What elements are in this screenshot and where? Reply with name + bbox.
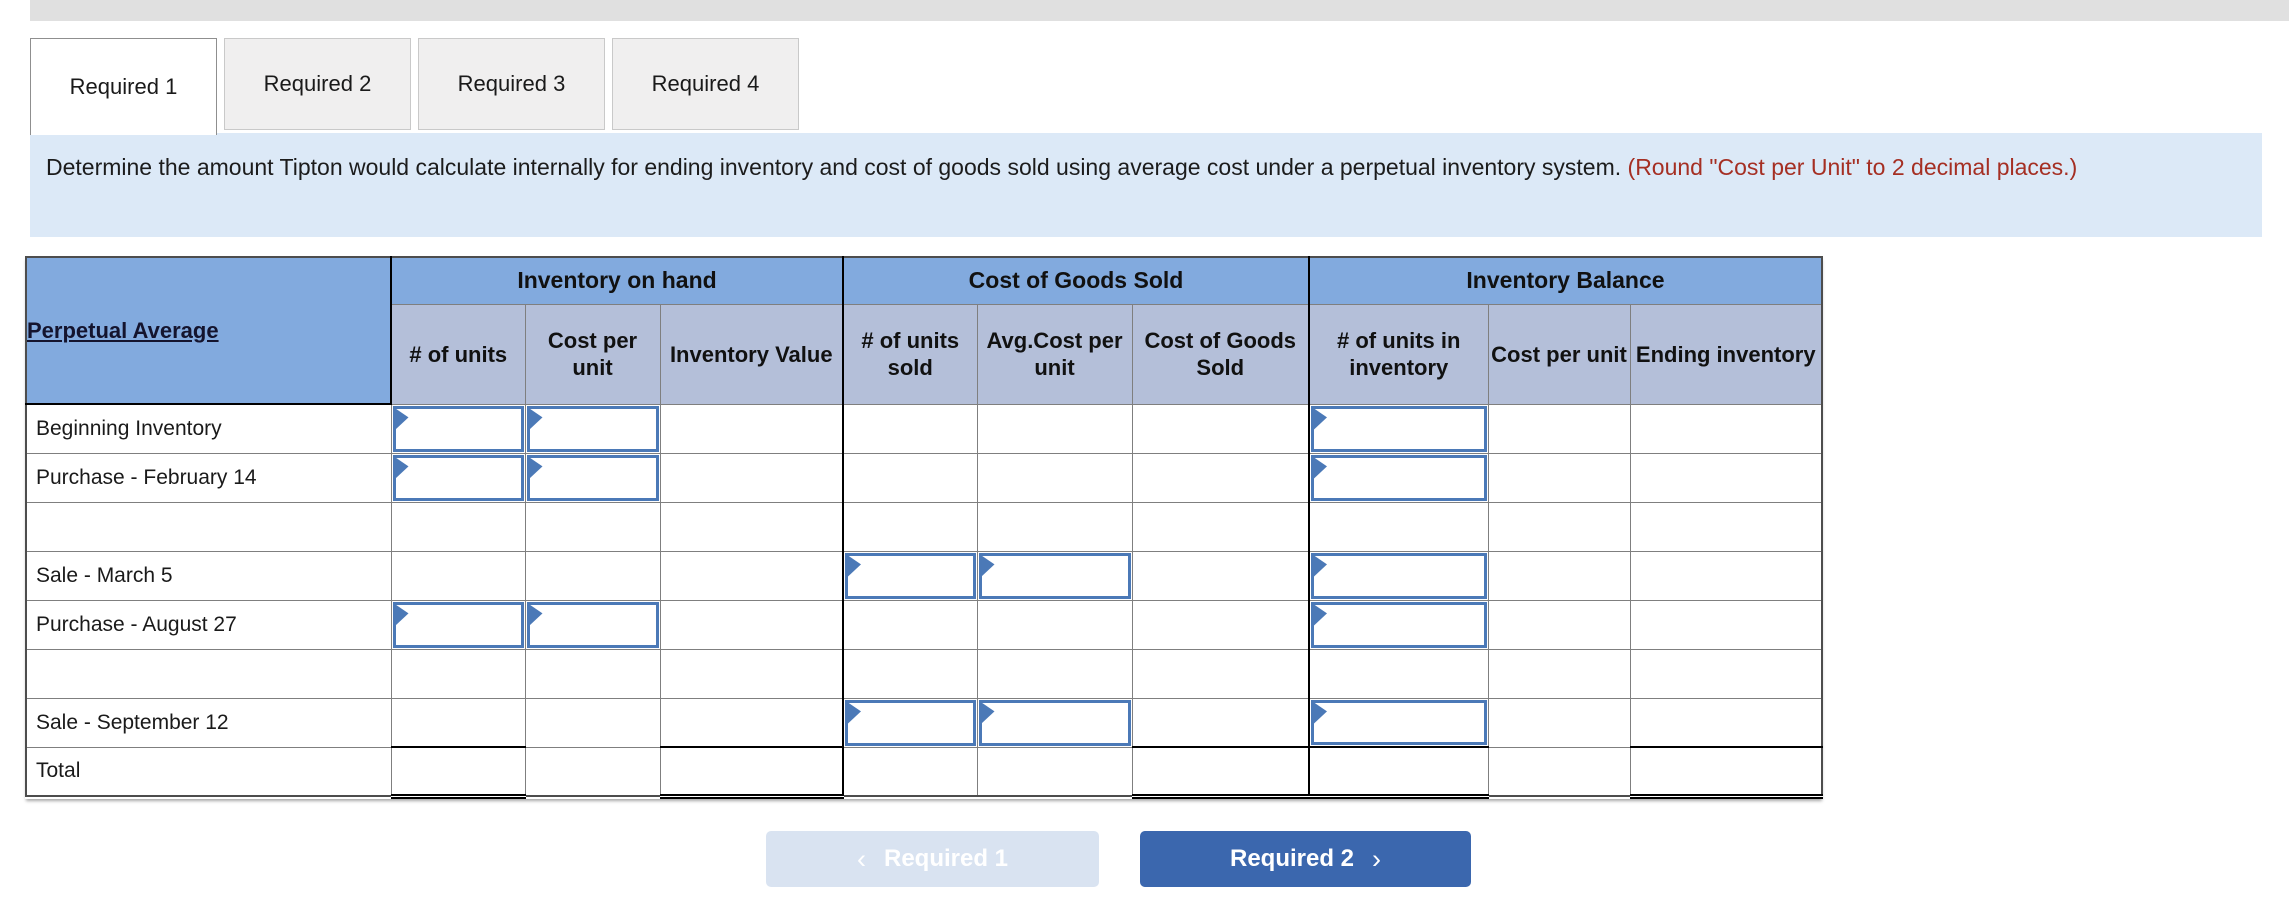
- input-avg-cost-sep12[interactable]: [978, 699, 1131, 746]
- input-cost-per-unit-purchase-feb14[interactable]: [526, 454, 659, 501]
- row-label: Sale - September 12: [25, 697, 392, 748]
- table-row-beginning-inventory: Beginning Inventory: [25, 403, 1823, 454]
- chevron-left-icon: ‹: [856, 843, 866, 874]
- input-units-beginning[interactable]: [392, 405, 524, 452]
- cell-flag-icon: [1314, 555, 1327, 577]
- row-label: [25, 501, 392, 552]
- cell-flag-icon: [529, 457, 543, 479]
- next-required-button[interactable]: Required 2 ›: [1140, 831, 1471, 887]
- table-row-purchase-august-27: Purchase - August 27: [25, 599, 1823, 650]
- group-header-row: Perpetual Average Inventory on hand Cost…: [25, 256, 1823, 405]
- cell-flag-icon: [529, 604, 543, 626]
- cell-flag-icon: [1314, 604, 1327, 626]
- cell-flag-icon: [981, 702, 995, 724]
- perpetual-average-table: Perpetual Average Inventory on hand Cost…: [25, 256, 1823, 799]
- table-title: Perpetual Average: [27, 317, 219, 343]
- tab-bar: Required 1 Required 2 Required 3 Require…: [30, 38, 799, 135]
- group-header-inventory-balance: Inventory Balance: [1308, 256, 1823, 305]
- tab-required-4[interactable]: Required 4: [612, 38, 799, 130]
- total-units-cell: [390, 746, 526, 799]
- table-row-sale-september-12: Sale - September 12: [25, 697, 1823, 748]
- col-header-ending-inventory: Ending inventory: [1629, 303, 1823, 405]
- col-header-balance-cost-per-unit: Cost per unit: [1487, 303, 1631, 405]
- cell-flag-icon: [395, 604, 409, 626]
- row-label: Beginning Inventory: [25, 403, 392, 454]
- row-label: Total: [25, 746, 392, 797]
- col-header-units: # of units: [390, 303, 526, 405]
- cell-flag-icon: [1314, 702, 1327, 724]
- table-row-spacer-2: [25, 648, 1823, 699]
- table-row-spacer-1: [25, 501, 1823, 552]
- prev-required-button[interactable]: ‹ Required 1: [766, 831, 1099, 887]
- table-row-sale-march-5: Sale - March 5: [25, 550, 1823, 601]
- input-avg-cost-mar5[interactable]: [978, 552, 1131, 599]
- input-units-sold-sep12[interactable]: [845, 699, 976, 746]
- input-units-in-inventory-purchase-aug27[interactable]: [1311, 601, 1487, 648]
- total-inventory-value-cell: [659, 746, 844, 799]
- total-ending-inventory-cell: [1629, 746, 1823, 799]
- tab-required-1[interactable]: Required 1: [30, 38, 217, 135]
- input-units-purchase-aug27[interactable]: [392, 601, 524, 648]
- top-bar: [30, 0, 2289, 21]
- total-cost-of-goods-sold-cell: [1131, 746, 1310, 799]
- group-header-cost-of-goods-sold: Cost of Goods Sold: [842, 256, 1310, 305]
- input-units-sold-mar5[interactable]: [845, 552, 976, 599]
- prev-button-label: Required 1: [883, 845, 1009, 872]
- row-label: [25, 648, 392, 699]
- input-units-purchase-feb14[interactable]: [392, 454, 524, 501]
- cell-flag-icon: [395, 457, 409, 479]
- cell-flag-icon: [529, 408, 543, 430]
- corner-header-cell: Perpetual Average: [25, 256, 392, 405]
- col-header-cost-of-goods-sold: Cost of Goods Sold: [1131, 303, 1310, 405]
- table-row-total: Total: [25, 746, 1823, 799]
- total-units-in-inventory-cell: [1308, 746, 1489, 799]
- chevron-right-icon: ›: [1372, 843, 1382, 874]
- row-label: Purchase - February 14: [25, 452, 392, 503]
- col-header-cost-per-unit: Cost per unit: [524, 303, 661, 405]
- cell-flag-icon: [1314, 408, 1327, 430]
- row-label: Sale - March 5: [25, 550, 392, 601]
- instruction-rounding-note: (Round "Cost per Unit" to 2 decimal plac…: [1627, 154, 2078, 180]
- group-header-inventory-on-hand: Inventory on hand: [390, 256, 844, 305]
- cell-flag-icon: [848, 702, 861, 724]
- input-units-in-inventory-purchase-feb14[interactable]: [1311, 454, 1487, 501]
- instruction-text: Determine the amount Tipton would calcul…: [46, 154, 1622, 180]
- cell-flag-icon: [981, 555, 995, 577]
- next-button-label: Required 2: [1229, 845, 1355, 872]
- tab-required-2[interactable]: Required 2: [224, 38, 411, 130]
- cell-flag-icon: [395, 408, 409, 430]
- col-header-units-sold: # of units sold: [842, 303, 978, 405]
- row-label: Purchase - August 27: [25, 599, 392, 650]
- col-header-units-in-inventory: # of units in inventory: [1308, 303, 1489, 405]
- cell-flag-icon: [848, 555, 861, 577]
- input-units-in-inventory-beginning[interactable]: [1311, 405, 1487, 452]
- input-cost-per-unit-purchase-aug27[interactable]: [526, 601, 659, 648]
- col-header-inventory-value: Inventory Value: [659, 303, 844, 405]
- column-header-row: # of units Cost per unit Inventory Value…: [26, 303, 1823, 405]
- input-units-in-inventory-mar5[interactable]: [1311, 552, 1487, 599]
- instruction-banner: Determine the amount Tipton would calcul…: [30, 133, 2262, 237]
- input-cost-per-unit-beginning[interactable]: [526, 405, 659, 452]
- tab-required-3[interactable]: Required 3: [418, 38, 605, 130]
- table-row-purchase-february-14: Purchase - February 14: [25, 452, 1823, 503]
- input-units-in-inventory-sep12[interactable]: [1311, 699, 1487, 745]
- col-header-avg-cost-per-unit: Avg.Cost per unit: [976, 303, 1133, 405]
- cell-flag-icon: [1314, 457, 1327, 479]
